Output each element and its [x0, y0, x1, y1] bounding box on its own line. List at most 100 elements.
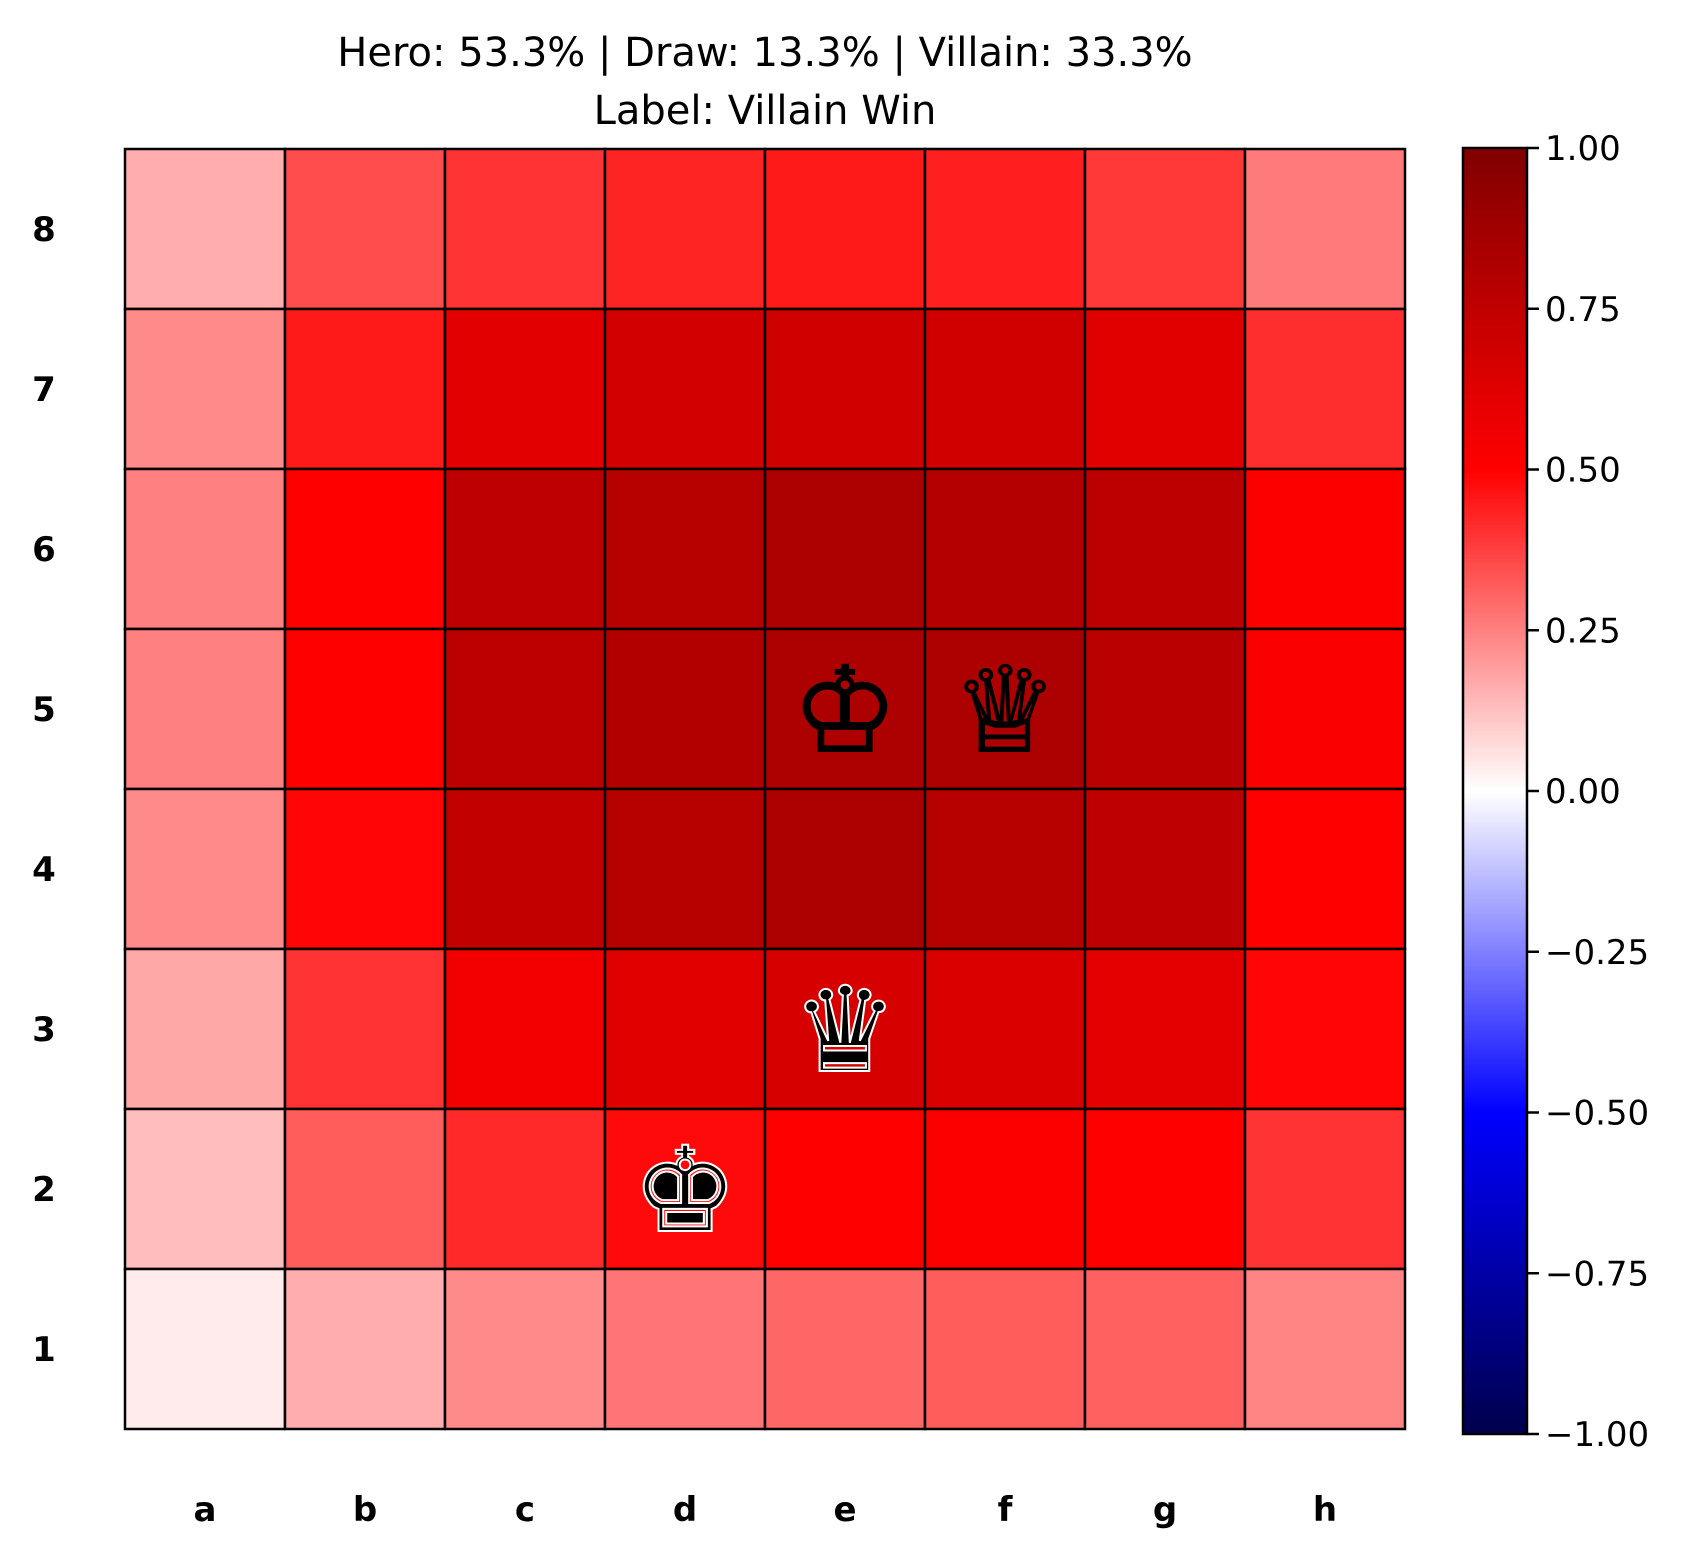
cell-g4 [1083, 787, 1247, 951]
cell-b2 [283, 1107, 447, 1271]
cell-d8 [603, 147, 767, 311]
cell-a6 [123, 467, 287, 631]
piece-e5: ♔ [792, 641, 898, 779]
file-label-b: b [353, 1490, 377, 1530]
cell-d4 [603, 787, 767, 951]
cell-b6 [283, 467, 447, 631]
cell-f8 [923, 147, 1087, 311]
chart-title: Hero: 53.3% | Draw: 13.3% | Villain: 33.… [337, 30, 1192, 76]
cell-g6 [1083, 467, 1247, 631]
colorbar-tick-label: 0.50 [1545, 451, 1621, 491]
cell-g8 [1083, 147, 1247, 311]
file-label-d: d [673, 1490, 697, 1530]
cell-a2 [123, 1107, 287, 1271]
cell-a4 [123, 787, 287, 951]
cell-h7 [1243, 307, 1407, 471]
piece-e3: ♛ [792, 961, 898, 1099]
cell-g1 [1083, 1267, 1247, 1431]
cell-e2 [763, 1107, 927, 1271]
cell-e6 [763, 467, 927, 631]
cell-h6 [1243, 467, 1407, 631]
cell-h3 [1243, 947, 1407, 1111]
rank-label-5: 5 [32, 690, 56, 730]
cell-c1 [443, 1267, 607, 1431]
cell-d2 [603, 1107, 767, 1271]
rank-labels: 8 7 6 5 4 3 2 1 [32, 210, 56, 1370]
cell-a5 [123, 627, 287, 791]
cell-b3 [283, 947, 447, 1111]
cell-d1 [603, 1267, 767, 1431]
piece-d2: ♚ [632, 1121, 738, 1259]
cell-d5 [603, 627, 767, 791]
cell-f1 [923, 1267, 1087, 1431]
rank-label-4: 4 [32, 850, 56, 890]
cell-c5 [443, 627, 607, 791]
cell-h5 [1243, 627, 1407, 791]
file-label-c: c [515, 1490, 535, 1530]
cell-h8 [1243, 147, 1407, 311]
cell-f5 [923, 627, 1087, 791]
colorbar: 1.00 0.75 0.50 0.25 0.00 −0.25 −0.50 −0.75 −1.00 [1461, 129, 1649, 1455]
file-label-f: f [998, 1490, 1014, 1530]
heatmap-cells [123, 147, 1407, 1431]
cell-b7 [283, 307, 447, 471]
cell-f2 [923, 1107, 1087, 1271]
cell-e1 [763, 1267, 927, 1431]
colorbar-tick-label: −0.25 [1545, 933, 1649, 973]
file-label-e: e [833, 1490, 856, 1530]
cell-f3 [923, 947, 1087, 1111]
file-label-g: g [1153, 1490, 1177, 1530]
rank-label-3: 3 [32, 1010, 56, 1050]
cell-c6 [443, 467, 607, 631]
colorbar-tick-label: −0.75 [1545, 1254, 1649, 1294]
file-label-a: a [194, 1490, 217, 1530]
cell-a1 [123, 1267, 287, 1431]
cell-a7 [123, 307, 287, 471]
cell-b5 [283, 627, 447, 791]
cell-c3 [443, 947, 607, 1111]
cell-c4 [443, 787, 607, 951]
colorbar-tick-label: −0.50 [1545, 1094, 1649, 1134]
colorbar-ticks: 1.00 0.75 0.50 0.25 0.00 −0.25 −0.50 −0.75 −1.00 [1527, 129, 1649, 1455]
cell-a8 [123, 147, 287, 311]
chess-pieces: ♔ ♕ ♛ ♚ [631, 640, 1059, 1260]
cell-b8 [283, 147, 447, 311]
cell-g2 [1083, 1107, 1247, 1271]
cell-e4 [763, 787, 927, 951]
file-labels: a b c d e f g h [194, 1490, 1338, 1530]
cell-e5 [763, 627, 927, 791]
cell-e7 [763, 307, 927, 471]
cell-a3 [123, 947, 287, 1111]
rank-label-2: 2 [32, 1170, 56, 1210]
cell-f4 [923, 787, 1087, 951]
cell-d3 [603, 947, 767, 1111]
cell-c7 [443, 307, 607, 471]
colorbar-gradient [1461, 146, 1529, 1436]
rank-label-1: 1 [32, 1330, 56, 1370]
cell-h4 [1243, 787, 1407, 951]
cell-h1 [1243, 1267, 1407, 1431]
cell-b4 [283, 787, 447, 951]
cell-h2 [1243, 1107, 1407, 1271]
rank-label-8: 8 [32, 210, 56, 250]
colorbar-tick-label: 0.00 [1545, 772, 1621, 812]
colorbar-tick-label: 0.25 [1545, 611, 1621, 651]
rank-label-6: 6 [32, 530, 56, 570]
cell-c2 [443, 1107, 607, 1271]
rank-label-7: 7 [32, 370, 56, 410]
cell-g5 [1083, 627, 1247, 791]
piece-f5: ♕ [952, 641, 1058, 779]
cell-g3 [1083, 947, 1247, 1111]
cell-b1 [283, 1267, 447, 1431]
cell-f6 [923, 467, 1087, 631]
colorbar-tick-label: −1.00 [1545, 1415, 1649, 1455]
cell-d6 [603, 467, 767, 631]
cell-d7 [603, 307, 767, 471]
chart-subtitle: Label: Villain Win [594, 88, 937, 134]
cell-e3 [763, 947, 927, 1111]
cell-g7 [1083, 307, 1247, 471]
cell-f7 [923, 307, 1087, 471]
cell-c8 [443, 147, 607, 311]
colorbar-tick-label: 1.00 [1545, 129, 1621, 169]
